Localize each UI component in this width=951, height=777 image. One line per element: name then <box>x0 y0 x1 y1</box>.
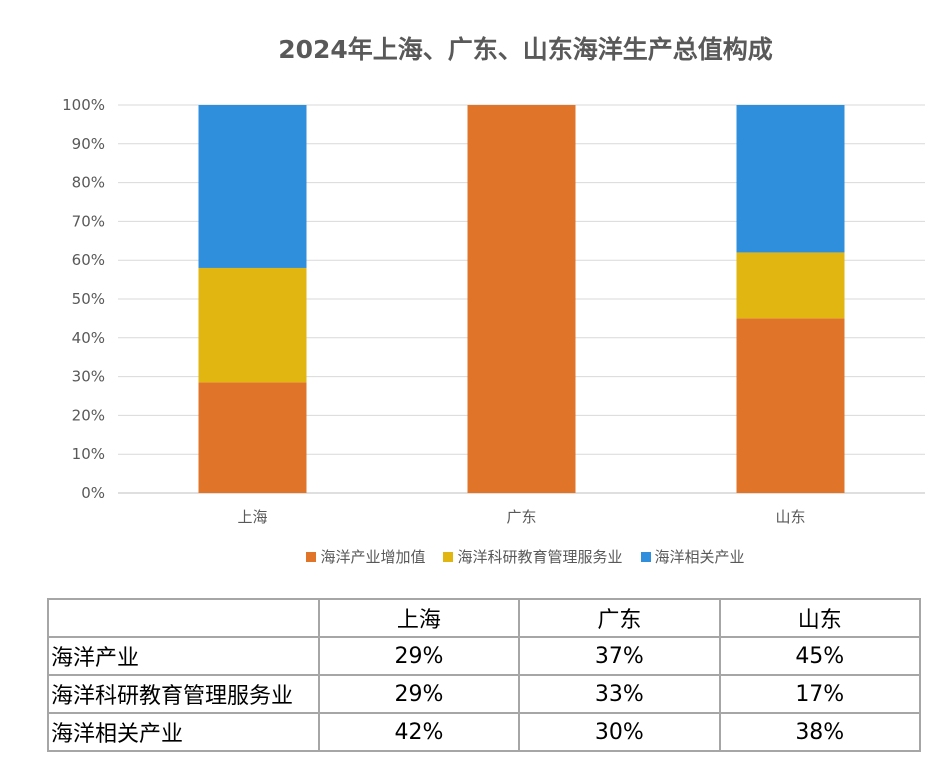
bar-segment <box>198 105 307 268</box>
y-tick-label: 90% <box>72 135 105 153</box>
x-axis-ticks: 上海 广东 山东 <box>237 508 805 526</box>
y-tick-label: 10% <box>72 445 105 463</box>
legend-swatch <box>306 551 317 562</box>
legend-label: 海洋科研教育管理服务业 <box>457 548 623 566</box>
table-cell: 17% <box>718 674 922 714</box>
legend-swatch <box>443 551 454 562</box>
y-tick-label: 80% <box>72 174 105 192</box>
data-table: 上海 广东 山东 海洋产业 29% 37% 45% 海洋科研教育管理服务业 29… <box>47 598 922 752</box>
table-row-label: 海洋相关产业 <box>47 712 320 752</box>
table-header-cell: 山东 <box>718 598 922 638</box>
x-tick-label: 山东 <box>775 508 805 526</box>
y-axis-ticks: 0% 10% 20% 30% 40% 50% 60% 70% 80% 90% 100% <box>62 96 105 502</box>
stacked-bar-chart: 0% 10% 20% 30% 40% 50% 60% 70% 80% 90% 100% 上海 广东 山东 <box>62 96 925 526</box>
bar-segment <box>198 267 307 383</box>
chart-title: 2024年上海、广东、山东海洋生产总值构成 <box>278 35 773 64</box>
legend-label: 海洋相关产业 <box>654 548 745 566</box>
table-cell: 37% <box>518 636 721 676</box>
bar-segment <box>736 252 845 319</box>
table-cell: 33% <box>518 674 721 714</box>
bar-segment <box>736 318 845 493</box>
y-tick-label: 50% <box>72 290 105 308</box>
bar-segment <box>467 105 576 493</box>
bar-segment <box>198 382 307 493</box>
table-cell: 42% <box>317 712 521 752</box>
y-tick-label: 60% <box>72 251 105 269</box>
table-cell: 38% <box>718 712 922 752</box>
table-row-label: 海洋产业 <box>47 636 320 676</box>
table-row: 海洋科研教育管理服务业 29% 33% 17% <box>47 674 922 714</box>
table-row: 海洋产业 29% 37% 45% <box>47 636 922 676</box>
table-header-cell: 广东 <box>518 598 721 638</box>
y-tick-label: 30% <box>72 368 105 386</box>
y-tick-label: 0% <box>81 484 105 502</box>
x-tick-label: 广东 <box>506 508 536 526</box>
table-cell: 29% <box>317 636 521 676</box>
legend-swatch <box>640 551 651 562</box>
legend-item: 海洋产业增加值 <box>306 546 425 567</box>
table-cell: 29% <box>317 674 521 714</box>
legend-item: 海洋科研教育管理服务业 <box>443 546 623 567</box>
legend: 海洋产业增加值 海洋科研教育管理服务业 海洋相关产业 <box>0 546 951 567</box>
table-row-label: 海洋科研教育管理服务业 <box>47 674 320 714</box>
table-corner-cell <box>47 598 320 638</box>
y-tick-label: 20% <box>72 406 105 424</box>
y-tick-label: 70% <box>72 212 105 230</box>
table-cell: 30% <box>518 712 721 752</box>
table-cell: 45% <box>718 636 922 676</box>
legend-label: 海洋产业增加值 <box>320 548 426 566</box>
y-tick-label: 40% <box>72 329 105 347</box>
table-row: 海洋相关产业 42% 30% 38% <box>47 712 922 752</box>
table-header-cell: 上海 <box>317 598 521 638</box>
y-tick-label: 100% <box>62 96 105 114</box>
bar-segment <box>736 105 845 253</box>
legend-item: 海洋相关产业 <box>640 546 745 567</box>
bars <box>198 105 845 493</box>
table-header-row: 上海 广东 山东 <box>47 598 922 638</box>
x-tick-label: 上海 <box>237 508 267 526</box>
